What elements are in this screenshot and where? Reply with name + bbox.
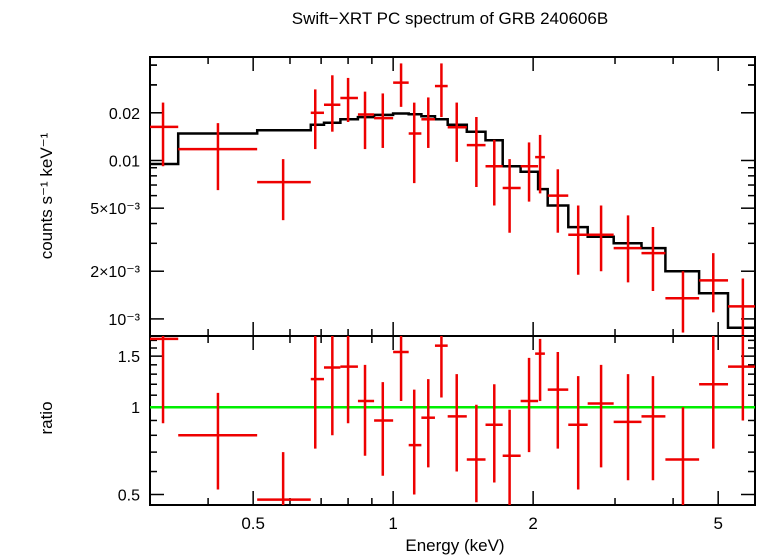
data-point — [502, 159, 521, 233]
data-point — [665, 271, 700, 333]
ratio-point — [447, 374, 467, 472]
y-tick-label: 0.02 — [109, 106, 140, 123]
y-tick-label: 1 — [131, 400, 140, 417]
ratio-point — [641, 376, 666, 481]
y-tick-label: 2×10⁻³ — [90, 264, 140, 281]
ratio-point — [357, 364, 375, 456]
y-axis-label-ratio: ratio — [37, 401, 56, 434]
ratio-point — [613, 374, 642, 481]
top-panel-frame — [149, 56, 756, 337]
ratio-point — [150, 336, 179, 424]
data-point — [535, 134, 545, 194]
y-axis-label-counts: counts s⁻¹ keV⁻¹ — [37, 132, 56, 259]
model-step-line — [150, 112, 755, 329]
data-point — [547, 169, 569, 233]
data-point — [466, 117, 486, 188]
ratio-point — [568, 376, 588, 490]
ratio-point — [699, 336, 729, 449]
ratio-point — [257, 452, 311, 505]
ratio-point — [728, 336, 755, 421]
data-point — [421, 97, 435, 148]
x-tick-label: 2 — [528, 514, 537, 533]
x-tick-label: 0.5 — [241, 514, 265, 533]
y-tick-label: 10⁻³ — [108, 312, 140, 329]
data-point — [587, 205, 614, 272]
ratio-point — [408, 389, 422, 495]
ratio-point — [466, 404, 486, 503]
ratio-point — [520, 357, 539, 453]
data-point — [520, 142, 539, 202]
ratio-point — [502, 409, 521, 505]
top-panel: 0.02 0.01 5×10⁻³ 2×10⁻³ 10⁻³ — [90, 56, 756, 337]
data-point — [408, 102, 422, 184]
x-axis-label: Energy (keV) — [405, 536, 504, 555]
ratio-point — [587, 364, 614, 468]
y-tick-label: 5×10⁻³ — [90, 201, 140, 218]
ratio-point — [393, 336, 409, 402]
data-point — [150, 102, 179, 167]
data-point — [340, 77, 358, 122]
y-tick-label: 0.01 — [109, 153, 140, 170]
data-point — [728, 278, 755, 336]
bottom-panel-frame — [149, 335, 756, 506]
ratio-point — [178, 392, 258, 490]
data-point — [310, 89, 324, 150]
data-point — [613, 215, 642, 283]
ratio-point — [340, 336, 358, 424]
ratio-point — [310, 336, 324, 449]
data-point — [434, 63, 448, 118]
y-tick-label: 1.5 — [118, 349, 140, 366]
data-point — [374, 93, 394, 148]
data-point — [393, 63, 409, 107]
ratio-point — [547, 352, 569, 449]
ratio-point — [434, 336, 448, 398]
x-tick-label: 5 — [713, 514, 722, 533]
ratio-point — [485, 384, 503, 483]
ratio-point — [421, 379, 435, 468]
data-point — [485, 139, 503, 206]
data-point — [323, 75, 341, 132]
bottom-panel: 0.5 1 1.5 0.5 1 2 5 — [118, 335, 756, 533]
data-point — [641, 227, 666, 292]
ratio-point — [535, 338, 545, 402]
y-tick-label: 0.5 — [118, 487, 140, 504]
ratio-point — [665, 407, 700, 505]
ratio-point — [374, 382, 394, 476]
x-tick-label: 1 — [388, 514, 397, 533]
ratio-point — [323, 336, 341, 436]
data-point — [178, 123, 258, 191]
data-point — [257, 159, 311, 221]
chart-title: Swift−XRT PC spectrum of GRB 240606B — [292, 9, 608, 28]
data-point — [447, 102, 467, 162]
data-point — [699, 253, 729, 313]
data-point — [568, 205, 588, 275]
data-point — [357, 91, 375, 150]
